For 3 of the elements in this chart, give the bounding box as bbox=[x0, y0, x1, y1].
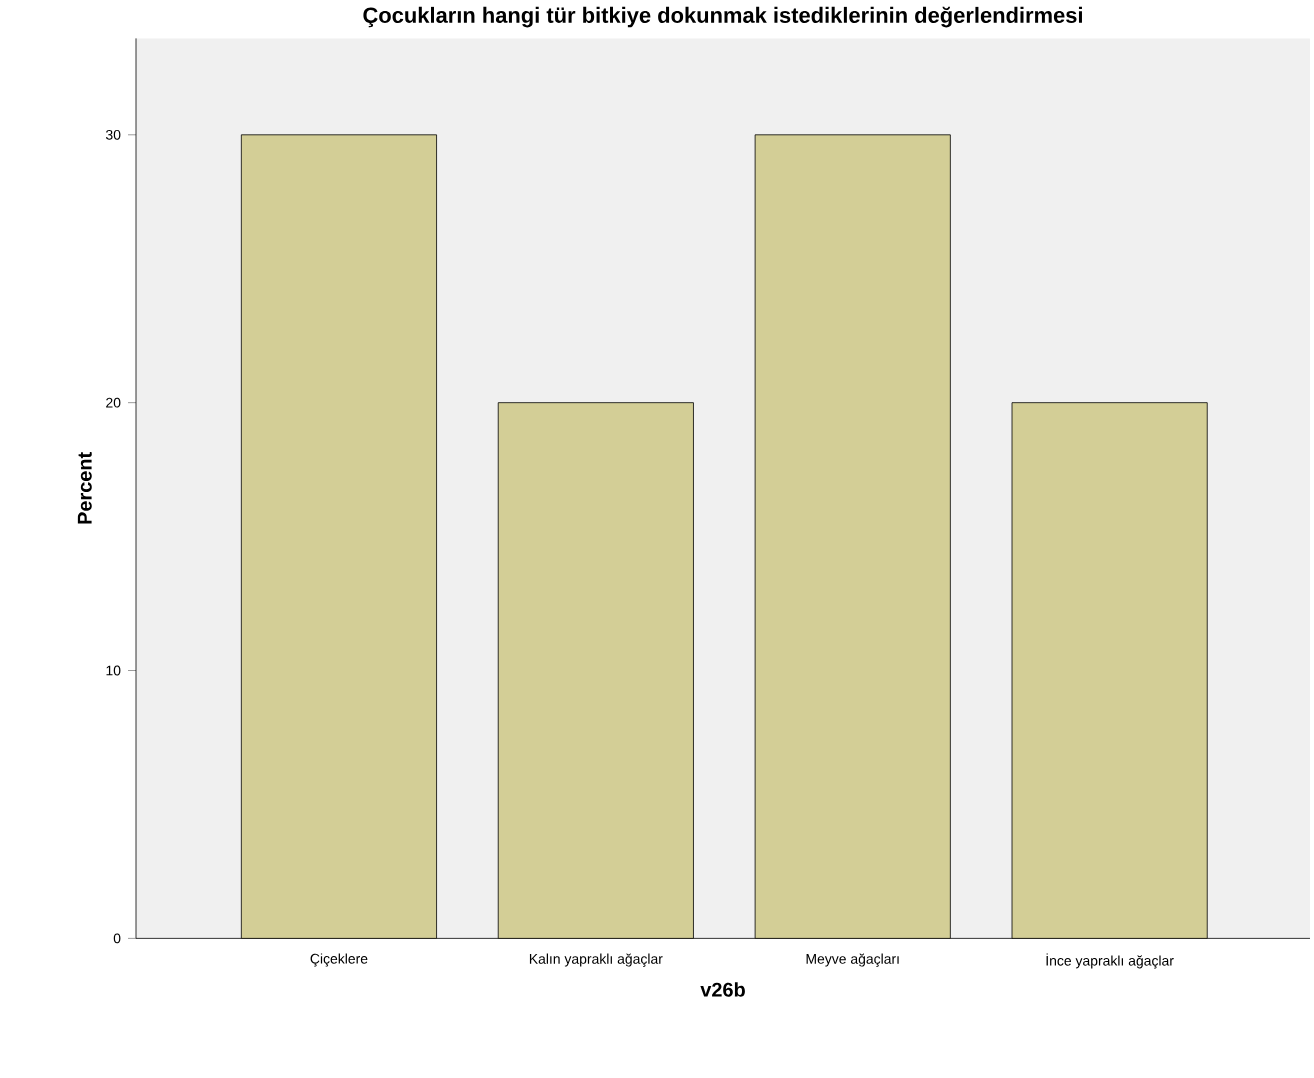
y-axis-title: Percent bbox=[77, 451, 92, 524]
x-axis-title: v26b bbox=[700, 981, 745, 997]
chart-title: Çocukların hangi tür bitkiye dokunmak istediklerinin değerlendirmesi bbox=[363, 6, 1082, 28]
